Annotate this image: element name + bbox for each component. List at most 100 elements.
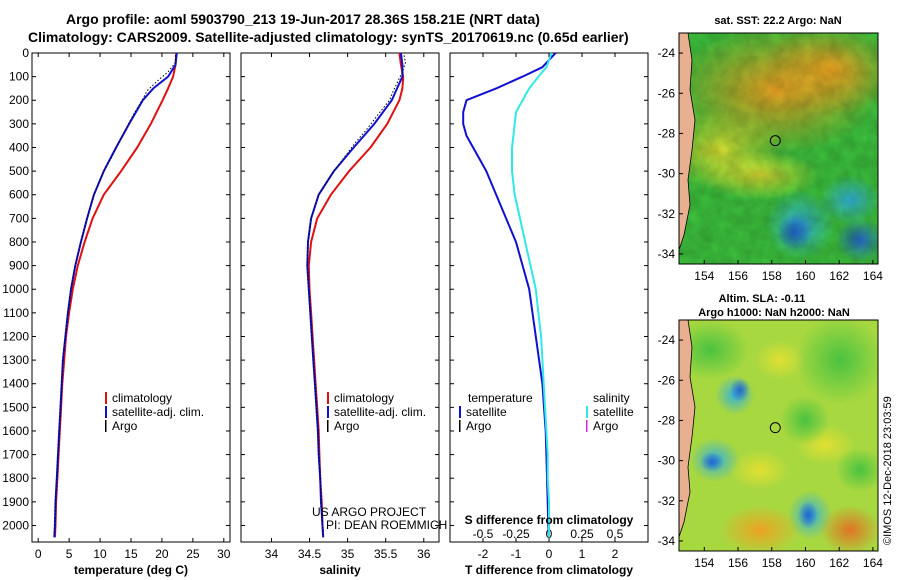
title-line-2: Climatology: CARS2009. Satellite-adjuste… — [28, 29, 629, 45]
x-tick-label: 34 — [265, 547, 279, 561]
x-tick-label: 34.5 — [298, 547, 322, 561]
lat-tick-label: -34 — [658, 247, 676, 261]
lon-tick-label: 156 — [728, 556, 748, 570]
legend-swatch-temperature-satellite — [459, 406, 461, 418]
legend-swatch-argo — [327, 420, 329, 432]
lat-tick-label: -28 — [658, 413, 676, 427]
lon-tick-label: 160 — [795, 556, 815, 570]
x-tick-label: 0 — [35, 547, 42, 561]
lat-tick-label: -30 — [658, 454, 676, 468]
credit-line-2: PI: DEAN ROEMMICH — [326, 518, 447, 532]
legend-swatch-temperature-argo — [459, 420, 461, 432]
legend-title-temperature: temperature — [468, 391, 533, 405]
legend-swatch-climatology — [327, 392, 329, 404]
depth-tick-label: 0 — [22, 46, 29, 60]
legend-label-temperature-argo: Argo — [466, 419, 492, 433]
depth-tick-label: 600 — [9, 188, 29, 202]
difference-panel-frame — [449, 52, 649, 543]
legend-label-satellite: satellite-adj. clim. — [334, 405, 426, 419]
difference-x-label: T difference from climatology — [465, 563, 633, 577]
x-tick-label: 15 — [124, 547, 138, 561]
legend-swatch-salinity-satellite — [586, 406, 588, 418]
salinity-x-label: salinity — [319, 563, 361, 577]
legend-label-temperature-satellite: satellite — [466, 405, 507, 419]
x-tick-label: 36 — [417, 547, 431, 561]
sla-map-title: Altim. SLA: -0.11 — [719, 293, 806, 305]
lon-tick-label: 154 — [694, 556, 714, 570]
depth-tick-label: 1100 — [3, 306, 29, 320]
x-tick-label: -2 — [478, 547, 489, 561]
depth-tick-label: 2000 — [2, 518, 29, 532]
depth-axis: 0 100 200 300 400 500 600 700 800 900 1000 1100 1200… — [2, 46, 648, 532]
x-tick-label: 0 — [546, 547, 553, 561]
sla-map-axes: 154 156 158 160 162 164 -24 -26 -28 -30 -32 -34 — [658, 333, 884, 570]
series-line-temperature-satellite — [462, 52, 557, 538]
title-line-1: Argo profile: aoml 5903790_213 19-Jun-20… — [66, 11, 540, 27]
lat-tick-label: -24 — [658, 46, 676, 60]
sst-map-frame — [678, 32, 879, 265]
legend-swatch-argo — [105, 420, 107, 432]
lon-tick-label: 164 — [863, 269, 883, 283]
x2-tick-label: -0.25 — [502, 527, 530, 541]
series-line-satellite-adj-clim- — [306, 52, 404, 538]
temperature-panel-frame — [31, 52, 231, 543]
depth-tick-label: 900 — [9, 259, 29, 273]
x2-tick-label: -0.5 — [473, 527, 494, 541]
temperature-legend: climatology satellite-adj. clim. Argo — [105, 391, 204, 433]
lat-tick-label: -28 — [658, 126, 676, 140]
lon-tick-label: 164 — [863, 556, 883, 570]
lon-tick-label: 162 — [829, 556, 849, 570]
x-tick-label: 20 — [155, 547, 169, 561]
x-tick-label: 35.5 — [374, 547, 398, 561]
depth-tick-label: 1600 — [2, 424, 29, 438]
sst-map-image — [679, 33, 878, 264]
depth-tick-label: 1000 — [2, 282, 29, 296]
depth-tick-label: 1700 — [2, 448, 29, 462]
temperature-x-axis: 0 5 10 15 20 25 30 — [35, 53, 231, 561]
sst-map-axes: 154 156 158 160 162 164 -24 -26 -28 -30 -32 -34 — [658, 46, 884, 283]
series-line-argo — [306, 55, 406, 535]
depth-tick-label: 1500 — [2, 400, 29, 414]
lat-tick-label: -30 — [658, 167, 676, 181]
sst-profile-location-marker — [769, 135, 781, 147]
credit-line-1: US ARGO PROJECT — [312, 505, 427, 519]
legend-swatch-salinity-argo — [586, 420, 588, 432]
salinity-panel-frame — [240, 52, 440, 543]
depth-tick-label: 500 — [9, 164, 29, 178]
lat-tick-label: -32 — [658, 207, 676, 221]
x2-tick-label: 0.5 — [607, 527, 624, 541]
lat-tick-label: -24 — [658, 333, 676, 347]
sla-map-image — [679, 320, 878, 551]
imos-timestamp: ©IMOS 12-Dec-2018 23:03:59 — [882, 396, 894, 545]
lat-tick-label: -26 — [658, 373, 676, 387]
depth-tick-label: 200 — [9, 93, 29, 107]
depth-tick-label: 100 — [9, 70, 29, 84]
depth-tick-label: 1900 — [2, 495, 29, 509]
x-tick-label: 35 — [341, 547, 355, 561]
lat-tick-label: -32 — [658, 494, 676, 508]
salinity-x-axis: 34 34.5 35 35.5 36 — [265, 53, 431, 561]
depth-tick-label: 1400 — [2, 377, 29, 391]
series-line-salinity-satellite — [511, 52, 553, 538]
lon-tick-label: 158 — [762, 269, 782, 283]
legend-label-salinity-argo: Argo — [593, 419, 619, 433]
legend-label-salinity-satellite: satellite — [593, 405, 634, 419]
difference-legend: temperature satellite Argo salinity sate… — [459, 391, 634, 433]
depth-tick-label: 400 — [9, 140, 29, 154]
depth-tick-label: 800 — [9, 235, 29, 249]
depth-tick-label: 1300 — [2, 353, 29, 367]
lon-tick-label: 156 — [728, 269, 748, 283]
sla-map-subtitle: Argo h1000: NaN h2000: NaN — [698, 307, 850, 319]
salinity-difference-x-label: S difference from climatology — [465, 513, 634, 527]
series-line-climatology — [53, 52, 178, 538]
x-tick-label: 10 — [93, 547, 107, 561]
x2-tick-label: 0.25 — [570, 527, 594, 541]
lon-tick-label: 154 — [694, 269, 714, 283]
sla-profile-location-marker — [769, 422, 781, 434]
series-line-climatology — [307, 52, 405, 538]
legend-swatch-satellite — [105, 406, 107, 418]
legend-swatch-climatology — [105, 392, 107, 404]
temperature-x-label: temperature (deg C) — [74, 563, 188, 577]
legend-label-climatology: climatology — [112, 391, 172, 405]
